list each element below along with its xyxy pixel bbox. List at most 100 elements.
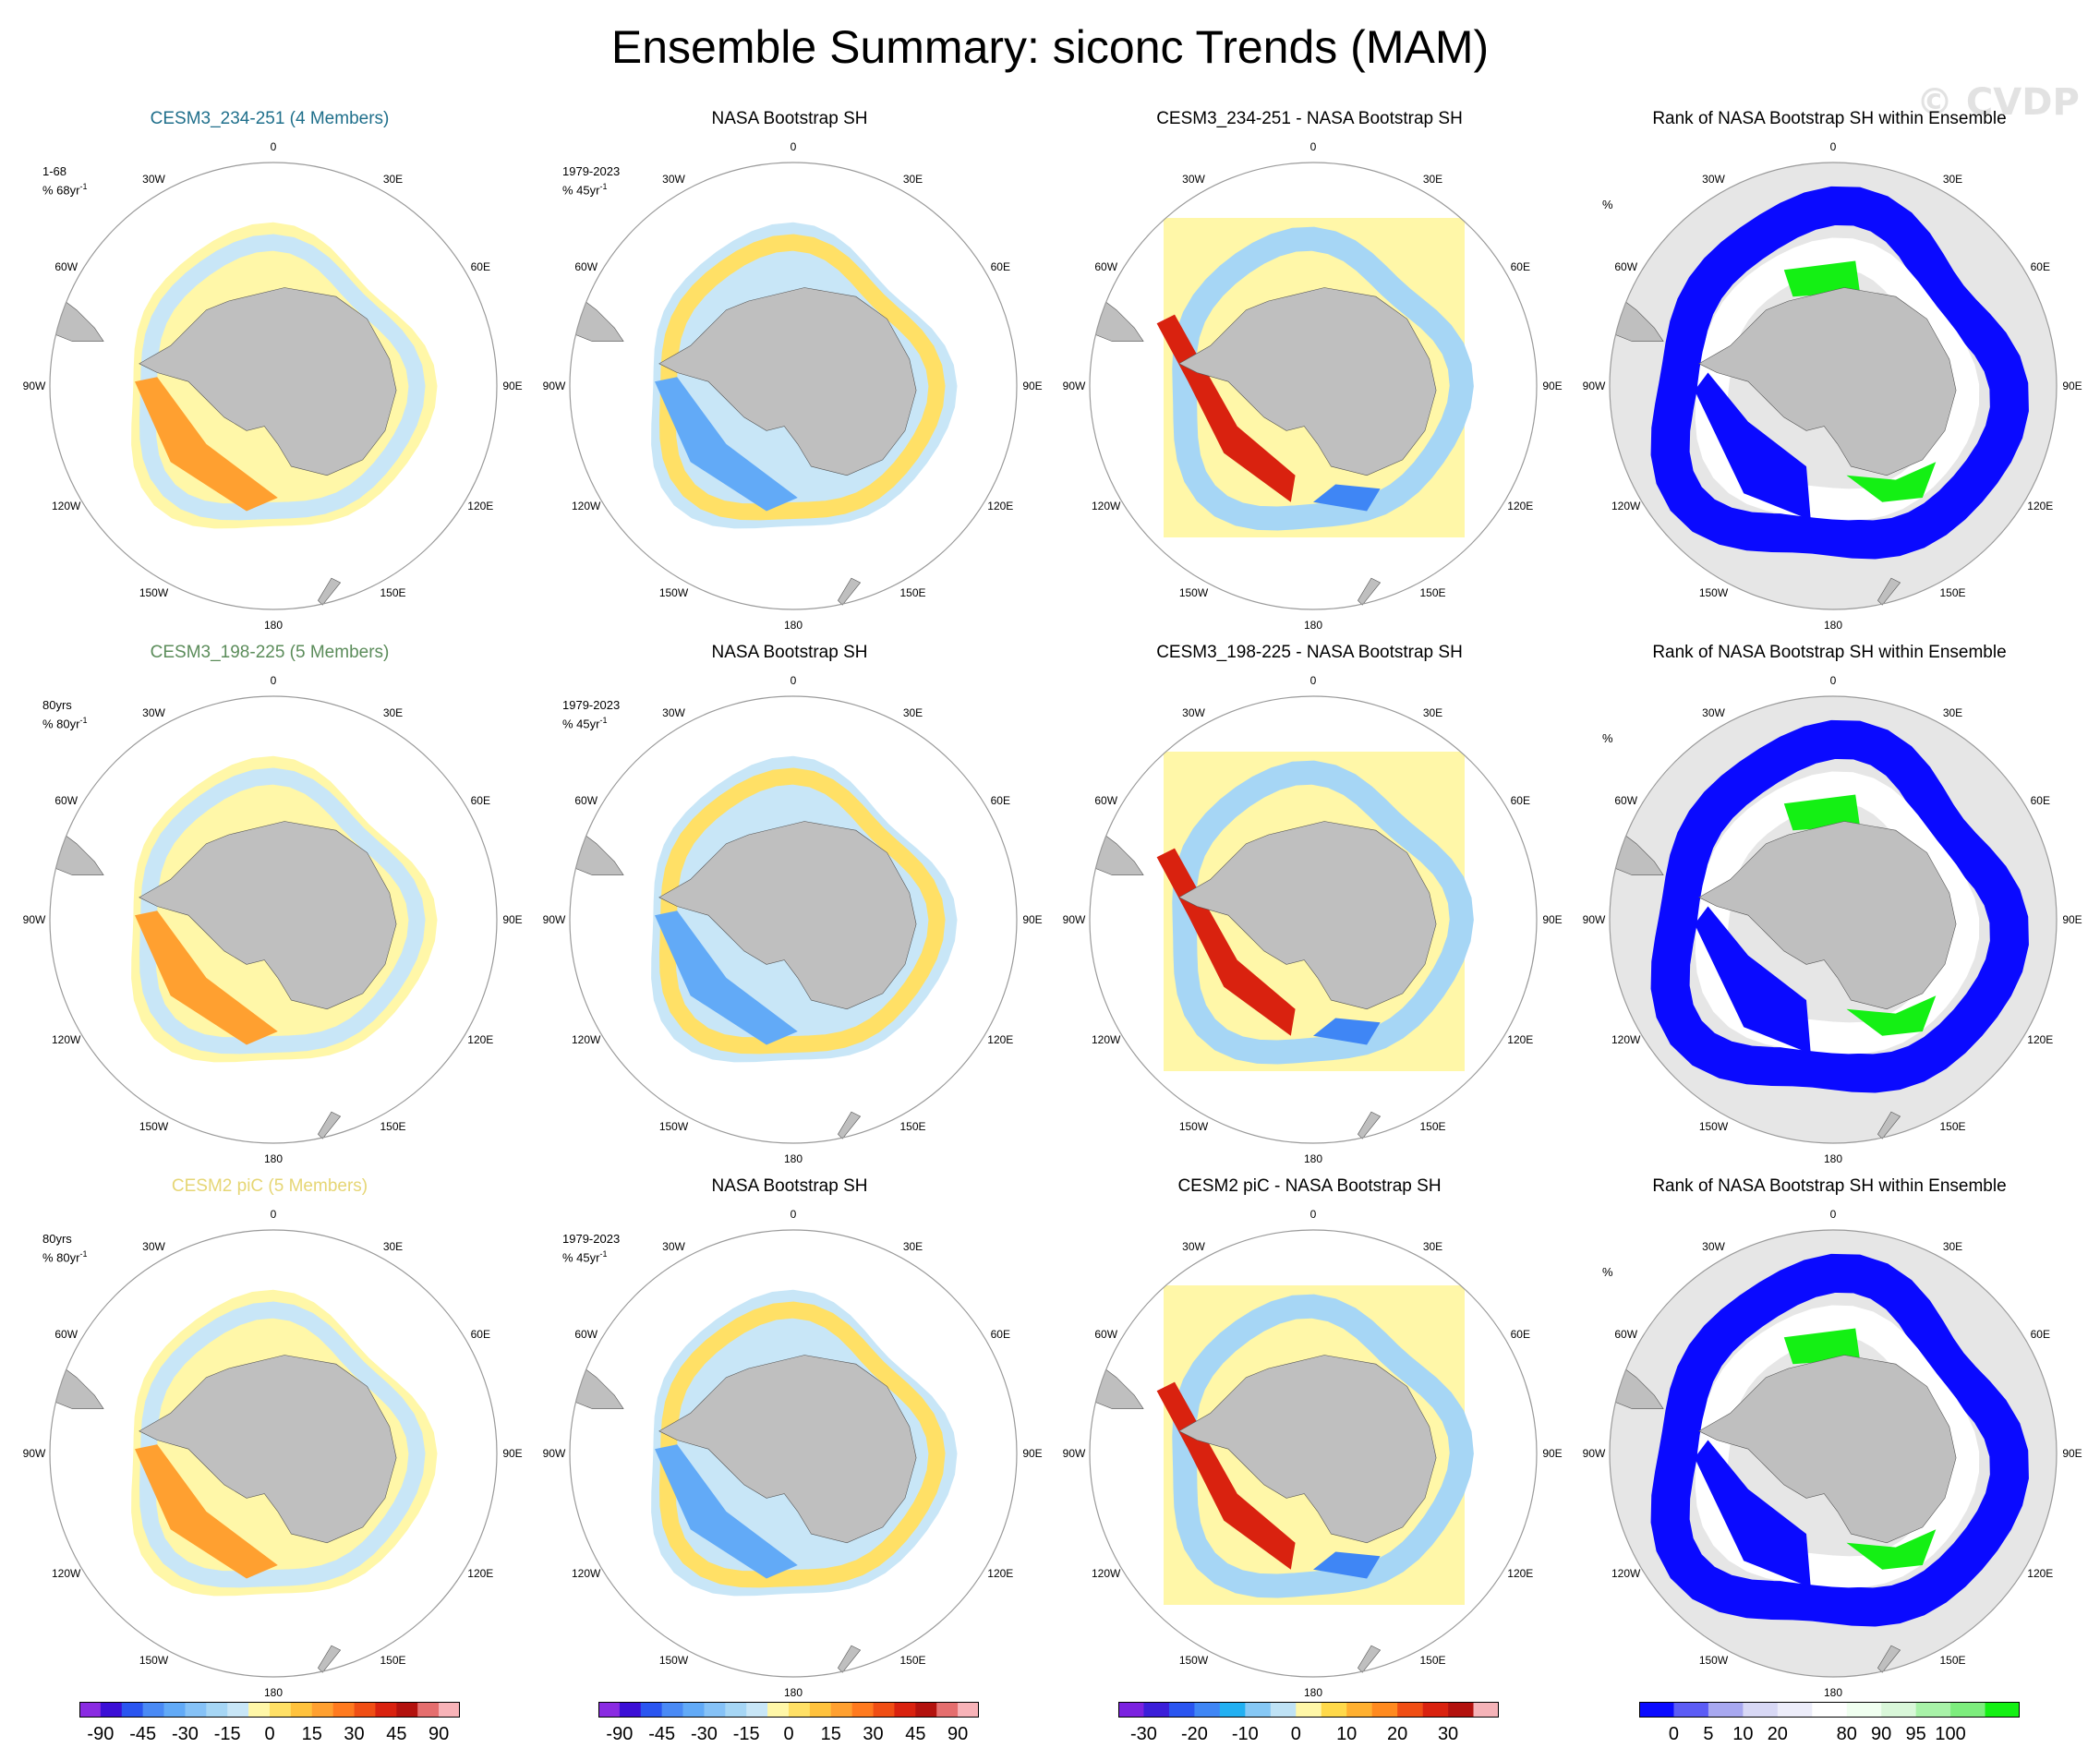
- colorbar-tick-label: -20: [1180, 1724, 1208, 1744]
- colorbar-tick-label: -45: [648, 1724, 676, 1744]
- negative-diff-patch: [1313, 1018, 1381, 1045]
- longitude-label: 120W: [1092, 1566, 1121, 1580]
- trend-period: 1979-2023: [562, 698, 621, 712]
- longitude-label: 150E: [380, 586, 406, 600]
- colorbar-box: [227, 1702, 249, 1718]
- antarctica-land: [139, 821, 397, 1010]
- longitude-label: 60W: [1614, 1327, 1638, 1341]
- antarctica-land: [139, 1355, 397, 1544]
- longitude-label: 30W: [1702, 1239, 1725, 1253]
- longitude-label: 90W: [1062, 913, 1086, 926]
- map-boundary: [1609, 695, 2058, 1144]
- negative-diff-band: [1172, 226, 1474, 531]
- trend-patch: [655, 910, 798, 1045]
- new-zealand-land: [318, 1645, 342, 1673]
- colorbar-box: [332, 1702, 355, 1718]
- rank-high-patch: [1846, 995, 1937, 1036]
- antarctica-land: [1698, 287, 1957, 476]
- map-panel-obs: NASA Bootstrap SH 1979-2023 % 45yr-1 0 30E 60…: [527, 109, 1052, 645]
- colorbar-tick-label: -90: [87, 1724, 115, 1744]
- longitude-label: 150W: [658, 1654, 689, 1668]
- longitude-label: 60E: [470, 259, 490, 273]
- colorbar-box: [661, 1702, 683, 1718]
- longitude-label: 60E: [470, 793, 490, 807]
- panel-title: NASA Bootstrap SH: [711, 1176, 868, 1196]
- trend-units: %: [1602, 198, 1613, 211]
- longitude-label: 0: [1309, 1208, 1317, 1221]
- rank-low-patch: [1695, 1440, 1811, 1588]
- trend-period: 1-68: [42, 164, 67, 178]
- map-panel-model: CESM3_234-251 (4 Members) 1-68 % 68yr-1 0 30…: [7, 109, 532, 645]
- colorbar-tick-label: 30: [863, 1724, 884, 1744]
- longitude-label: 30W: [1702, 172, 1725, 186]
- colorbar-box: [640, 1702, 662, 1718]
- colorbar-box: [936, 1702, 959, 1718]
- longitude-label: 60E: [1510, 793, 1530, 807]
- longitude-label: 150W: [139, 586, 169, 600]
- map-boundary: [569, 1229, 1018, 1678]
- longitude-label: 30E: [382, 1239, 404, 1253]
- longitude-label: 0: [270, 1208, 277, 1221]
- longitude-label: 0: [270, 140, 277, 153]
- longitude-label: 150E: [1419, 586, 1446, 600]
- panel-title: CESM3_234-251 - NASA Bootstrap SH: [1156, 109, 1463, 128]
- longitude-label: 90E: [502, 1447, 523, 1460]
- colorbar-box: [439, 1702, 460, 1718]
- longitude-label: 60E: [2030, 259, 2050, 273]
- panel-units-label: 1979-2023 % 45yr-1: [562, 1232, 620, 1265]
- colorbar-box: [598, 1702, 621, 1718]
- longitude-label: 0: [1829, 1208, 1837, 1221]
- longitude-label: 60W: [1094, 793, 1118, 807]
- polar-map: [569, 695, 1018, 1144]
- trend-period: 80yrs: [42, 1232, 72, 1246]
- new-zealand-land: [318, 1111, 342, 1139]
- panel-units-label: %: [1602, 731, 1613, 746]
- colorbar-tick-label: 30: [1437, 1724, 1459, 1744]
- map-panel-diff: CESM3_198-225 - NASA Bootstrap SH 0 30E 60E…: [1047, 643, 1572, 1178]
- longitude-label: 120W: [52, 1032, 81, 1046]
- trend-patch: [135, 910, 278, 1045]
- polar-map: [49, 1229, 498, 1678]
- map-panel-rank: Rank of NASA Bootstrap SH within Ensembl…: [1567, 1176, 2092, 1712]
- trend-units-exponent: -1: [599, 1249, 608, 1259]
- colorbar-box: [1812, 1702, 1848, 1718]
- colorbar-tick-label: 95: [1905, 1724, 1926, 1744]
- colorbar-tick-label: 0: [264, 1724, 275, 1744]
- colorbar-tick-label: -30: [171, 1724, 199, 1744]
- longitude-label: 90W: [1582, 913, 1606, 926]
- longitude-label: 0: [270, 674, 277, 687]
- cvdp-watermark: © CVDP: [1916, 81, 2080, 124]
- field-layer: [1650, 719, 2029, 1093]
- longitude-label: 60W: [574, 793, 598, 807]
- longitude-label: 0: [790, 1208, 797, 1221]
- longitude-label: 0: [1309, 140, 1317, 153]
- colorbar-box: [1371, 1702, 1398, 1718]
- rank-high-patch: [1846, 462, 1937, 502]
- longitude-label: 150W: [1698, 586, 1729, 600]
- colorbar-svg: [598, 1702, 979, 1718]
- colorbar-tick-label: -30: [1130, 1724, 1157, 1744]
- difference-colorbar: -30 -20 -10 0 10 20 30: [1118, 1702, 1643, 1757]
- longitude-label: 30W: [1182, 1239, 1205, 1253]
- colorbar-tick-label: 30: [344, 1724, 365, 1744]
- longitude-label: 60W: [574, 1327, 598, 1341]
- colorbar-box: [311, 1702, 333, 1718]
- colorbar-box: [830, 1702, 852, 1718]
- longitude-label: 60E: [990, 1327, 1010, 1341]
- longitude-label: 90E: [502, 380, 523, 392]
- colorbar-frame: [79, 1702, 460, 1718]
- colorbar-tick-label: 90: [947, 1724, 969, 1744]
- longitude-label: 120W: [1611, 1032, 1641, 1046]
- colorbar-tick-label: 100: [1935, 1724, 1966, 1744]
- colorbar-box: [1777, 1702, 1813, 1718]
- longitude-label: 30W: [142, 705, 165, 719]
- longitude-label: 90W: [22, 913, 46, 926]
- polar-map: [49, 695, 498, 1144]
- longitude-label: 150W: [1178, 586, 1209, 600]
- panel-units-label: %: [1602, 1265, 1613, 1280]
- antarctica-land: [658, 287, 917, 476]
- colorbar-box: [375, 1702, 397, 1718]
- longitude-label: 30E: [1942, 1239, 1963, 1253]
- panel-title: Rank of NASA Bootstrap SH within Ensembl…: [1652, 109, 2007, 128]
